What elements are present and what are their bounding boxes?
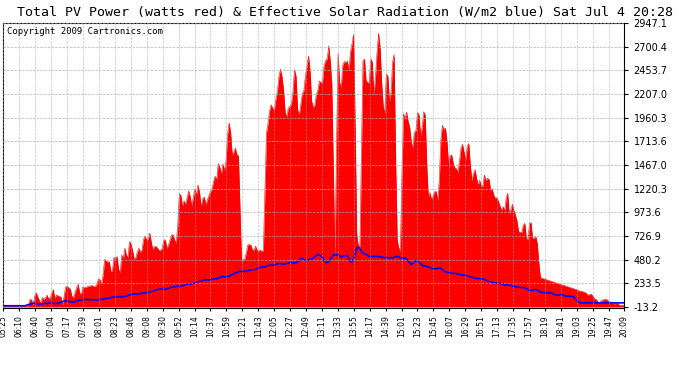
Text: Total PV Power (watts red) & Effective Solar Radiation (W/m2 blue) Sat Jul 4 20:: Total PV Power (watts red) & Effective S…	[17, 6, 673, 19]
Text: Copyright 2009 Cartronics.com: Copyright 2009 Cartronics.com	[7, 27, 162, 36]
